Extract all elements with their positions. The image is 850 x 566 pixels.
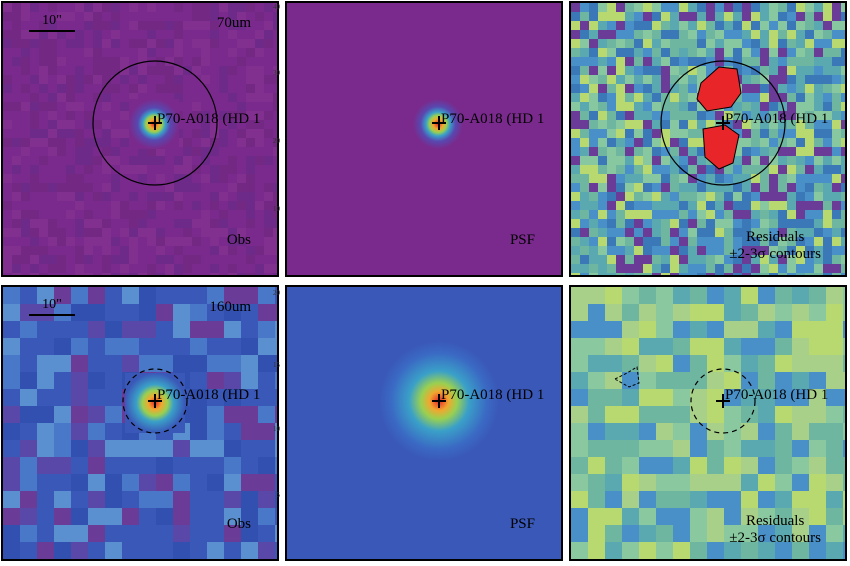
scale-bar: 10" <box>29 297 75 316</box>
panel-psf-70um: P70-A018 (HD 1 PSF <box>285 1 563 277</box>
tick-label: 20 <box>273 137 280 145</box>
panel-obs-160um: 10" 160um P70-A018 (HD 1 Obs <box>1 285 279 561</box>
contours-label: ±2-3σ contours <box>729 530 821 546</box>
panel-residuals-70um: P70-A018 (HD 1 Residuals ±2-3σ contours <box>569 1 847 277</box>
residuals-caption: Residuals ±2-3σ contours <box>729 229 821 263</box>
source-label: P70-A018 (HD 1 <box>725 111 829 127</box>
band-label: 70um <box>216 15 251 31</box>
panel-type-label: Obs <box>226 232 251 248</box>
scale-bar: 10" <box>29 13 75 32</box>
source-label: P70-A018 (HD 1 <box>441 111 545 127</box>
residuals-label: Residuals <box>745 229 805 245</box>
panel-type-label: Obs <box>226 516 251 532</box>
tick-label: 30 <box>273 69 280 77</box>
source-label: P70-A018 (HD 1 <box>157 111 261 127</box>
psf-160um-image <box>287 287 561 559</box>
tick-label: 20 <box>273 289 280 297</box>
panel-residuals-160um: P70-A018 (HD 1 Residuals ±2-3σ contours <box>569 285 847 561</box>
tick-label: 10 <box>273 425 280 433</box>
panel-type-label: PSF <box>509 516 535 532</box>
residuals-70um-image <box>571 3 845 275</box>
contours-label: ±2-3σ contours <box>729 246 821 262</box>
psf-70um-image <box>287 3 561 275</box>
axis-ticks-top-right: 40 30 20 10 <box>268 1 280 277</box>
panel-obs-70um: 10" 70um P70-A018 (HD 1 Obs <box>1 1 279 277</box>
residuals-label: Residuals <box>745 513 805 529</box>
residuals-160um-image <box>571 287 845 559</box>
panel-type-label: PSF <box>509 232 535 248</box>
tick-label: 40 <box>273 3 280 11</box>
band-label: 160um <box>209 299 251 315</box>
obs-70um-image <box>3 3 277 275</box>
obs-160um-image <box>3 287 277 559</box>
residuals-caption: Residuals ±2-3σ contours <box>729 513 821 547</box>
tick-label: 10 <box>273 205 280 213</box>
source-label: P70-A018 (HD 1 <box>157 387 261 403</box>
source-label: P70-A018 (HD 1 <box>725 387 829 403</box>
axis-ticks-bottom-right: 20 15 10 5 <box>268 285 280 561</box>
tick-label: 5 <box>276 491 281 499</box>
panel-psf-160um: P70-A018 (HD 1 PSF <box>285 285 563 561</box>
tick-label: 15 <box>273 361 280 369</box>
source-label: P70-A018 (HD 1 <box>441 387 545 403</box>
